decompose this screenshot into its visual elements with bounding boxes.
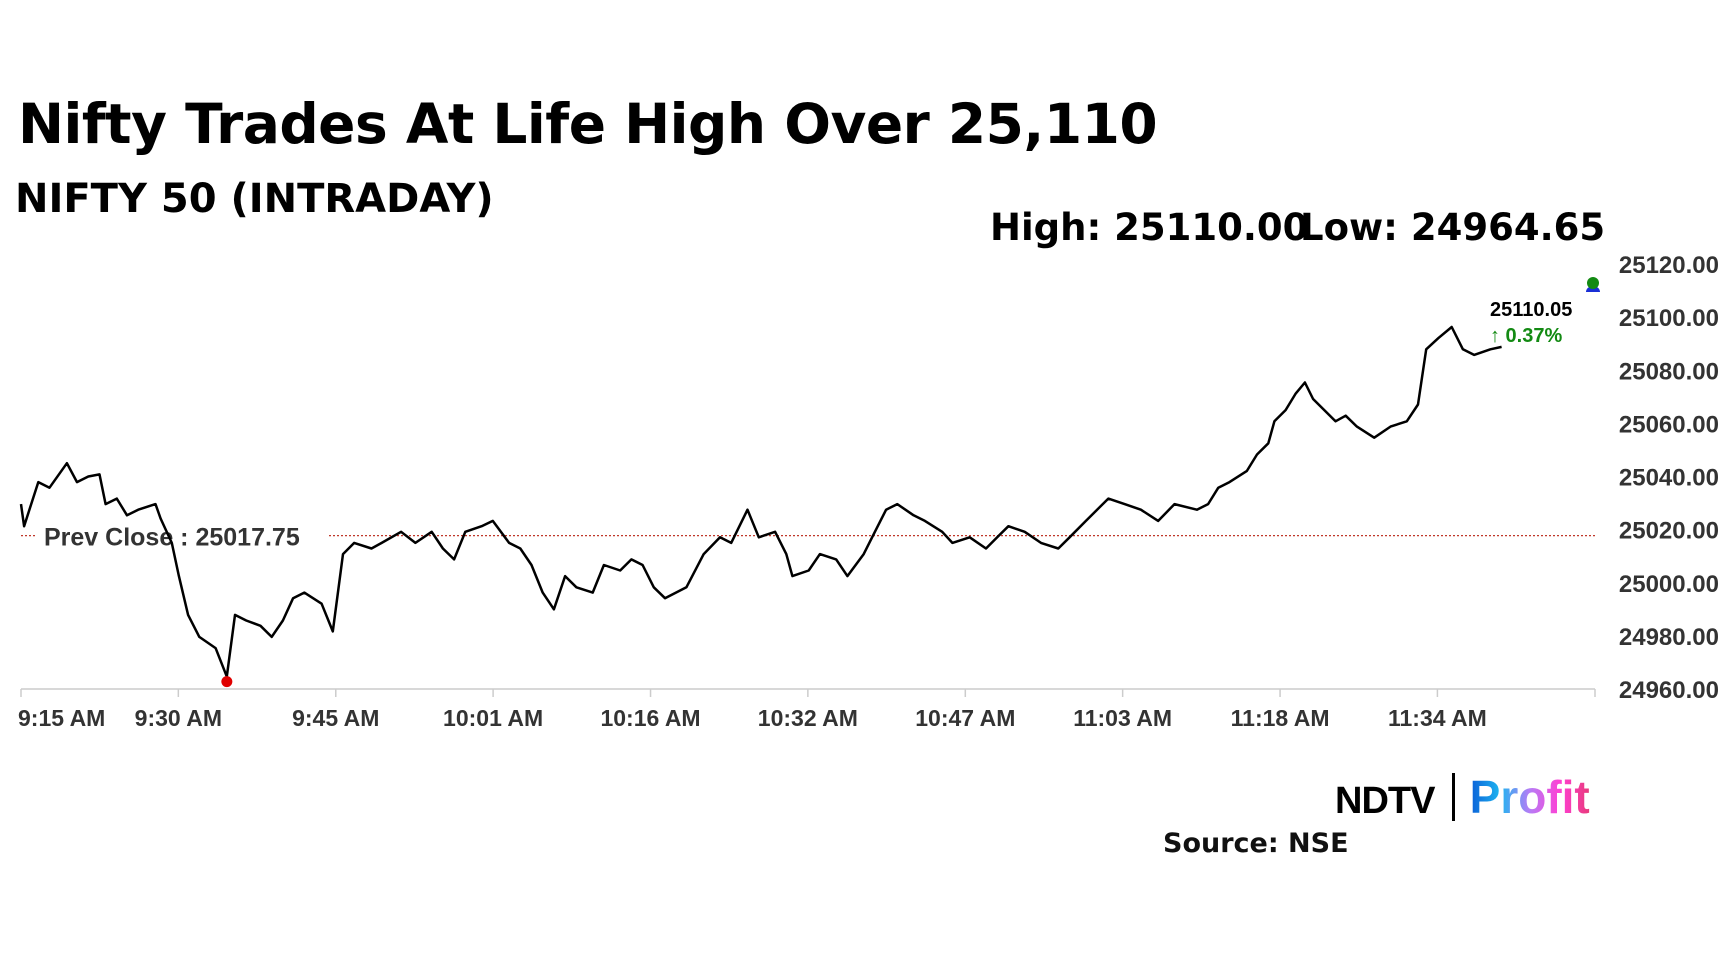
prev-close-label-bg — [36, 517, 328, 552]
chart-subtitle: NIFTY 50 (INTRADAY) — [15, 176, 494, 222]
y-tick-label: 25120.00 — [1619, 252, 1719, 279]
change-percent-label: ↑ 0.37% — [1490, 325, 1562, 347]
x-tick-label: 10:32 AM — [758, 705, 858, 731]
logo-ndtv: NDTV — [1335, 780, 1435, 822]
y-tick-label: 24980.00 — [1619, 624, 1719, 651]
chart-headline: Nifty Trades At Life High Over 25,110 — [18, 92, 1158, 156]
y-tick-label: 25060.00 — [1619, 411, 1719, 438]
y-tick-label: 24960.00 — [1619, 677, 1719, 704]
x-tick-label: 10:47 AM — [915, 705, 1015, 731]
y-tick-label: 25000.00 — [1619, 571, 1719, 598]
x-tick-label: 9:45 AM — [292, 705, 379, 731]
y-tick-label: 25080.00 — [1619, 358, 1719, 385]
y-tick-label: 25040.00 — [1619, 465, 1719, 492]
logo-profit: Profit — [1469, 771, 1590, 823]
day-low-marker — [221, 676, 233, 688]
user-icon-head — [1587, 277, 1599, 289]
last-price-label: 25110.05 — [1490, 299, 1572, 321]
low-label: Low: 24964.65 — [1300, 206, 1606, 249]
y-tick-label: 25020.00 — [1619, 518, 1719, 545]
x-tick-label: 9:30 AM — [135, 705, 222, 731]
source-note: Source: NSE — [1163, 828, 1349, 859]
logo-divider — [1451, 773, 1455, 821]
x-tick-label: 10:01 AM — [443, 705, 543, 731]
x-tick-label: 9:15 AM — [18, 705, 105, 731]
ndtv-profit-logo: NDTV Profit — [1335, 770, 1590, 826]
x-tick-label: 11:18 AM — [1231, 705, 1330, 731]
x-tick-label: 10:16 AM — [600, 705, 700, 731]
x-tick-label: 11:03 AM — [1073, 705, 1172, 731]
y-tick-label: 25100.00 — [1619, 305, 1719, 332]
x-tick-label: 11:34 AM — [1388, 705, 1487, 731]
high-label: High: 25110.00 — [990, 206, 1309, 249]
price-line — [19, 325, 1502, 678]
